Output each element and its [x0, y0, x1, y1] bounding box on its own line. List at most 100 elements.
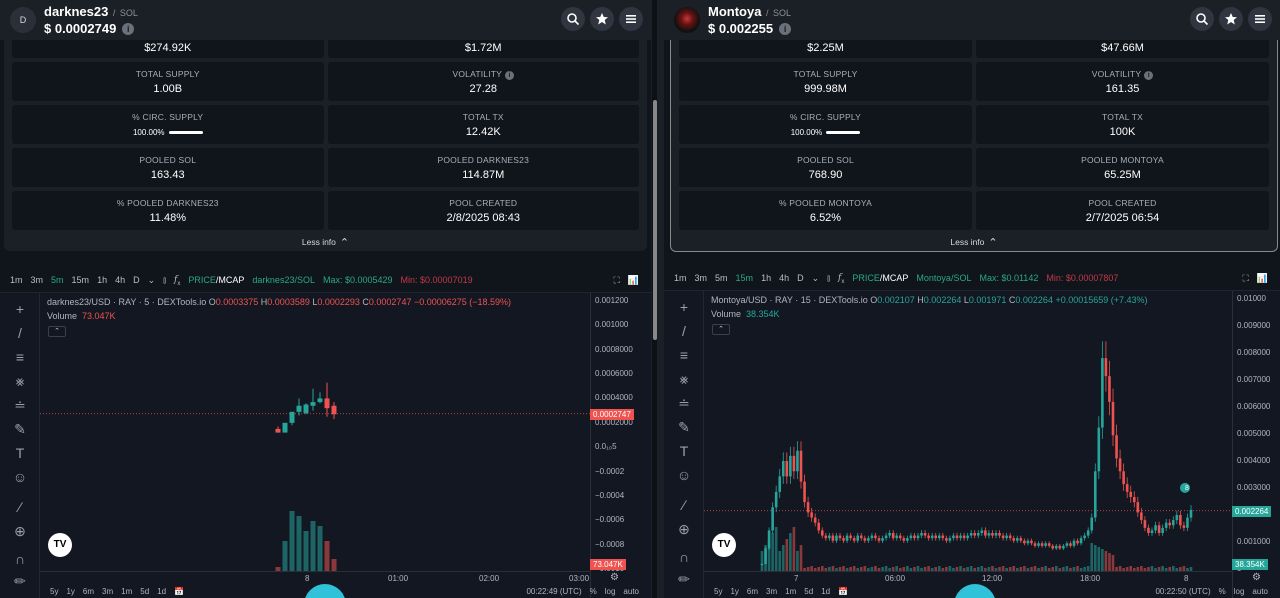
magnet-icon[interactable]: ∩ — [678, 549, 690, 565]
fullscreen-icon[interactable]: ⛶ — [1242, 272, 1249, 283]
brush-icon[interactable]: ✎ — [678, 419, 690, 435]
less-info-toggle[interactable]: Less info ⌃ — [671, 233, 1277, 251]
crosshair-icon[interactable]: + — [15, 301, 25, 317]
range-1d[interactable]: 1d — [821, 586, 831, 596]
interval-4h[interactable]: 4h — [115, 275, 126, 285]
axis-settings-icon[interactable]: ⚙ — [610, 572, 619, 583]
time-axis[interactable]: 7 06:00 12:00 18:00 8 — [704, 571, 1232, 585]
candle-type-icon[interactable]: ⫾ — [163, 274, 167, 285]
range-1y[interactable]: 1y — [730, 586, 739, 596]
info-icon[interactable]: i — [1144, 70, 1154, 80]
range-5y[interactable]: 5y — [714, 586, 723, 596]
ruler-icon[interactable]: ∕ — [682, 497, 686, 513]
range-5d[interactable]: 5d — [804, 586, 814, 596]
range-6m[interactable]: 6m — [82, 586, 95, 596]
swap-fab[interactable] — [954, 584, 996, 598]
chevron-down-icon[interactable]: ⌄ — [811, 272, 820, 283]
candle-type-icon[interactable]: ⫾ — [827, 272, 831, 283]
zoom-icon[interactable]: ⊕ — [14, 523, 26, 539]
info-icon[interactable]: i — [122, 22, 135, 35]
tradingview-logo[interactable]: TV — [712, 533, 736, 557]
time-axis[interactable]: 8 01:00 02:00 03:00 — [40, 571, 590, 585]
pair-toggle[interactable]: darknes23/SOL — [252, 275, 315, 285]
range-1m[interactable]: 1m — [121, 586, 133, 596]
favorite-button[interactable] — [1219, 7, 1243, 31]
range-3m[interactable]: 3m — [766, 586, 778, 596]
collapse-legend-button[interactable]: ⌃ — [48, 326, 66, 337]
pair-toggle[interactable]: Montoya/SOL — [916, 273, 972, 283]
interval-1h[interactable]: 1h — [761, 273, 772, 283]
calendar-icon[interactable]: 📅 — [174, 586, 185, 596]
interval-3m[interactable]: 3m — [694, 273, 708, 283]
price-mcap-toggle[interactable]: PRICE/MCAP — [852, 273, 908, 283]
range-5d[interactable]: 5d — [140, 586, 150, 596]
menu-button[interactable] — [619, 7, 643, 31]
trend-line-icon[interactable]: / — [18, 325, 22, 341]
interval-4h[interactable]: 4h — [779, 273, 790, 283]
interval-15m[interactable]: 15m — [735, 273, 754, 283]
info-icon[interactable]: i — [779, 22, 792, 35]
candles-plot[interactable] — [664, 291, 1280, 598]
menu-button[interactable] — [1248, 7, 1272, 31]
prediction-icon[interactable]: ≐ — [678, 395, 690, 411]
range-5y[interactable]: 5y — [50, 586, 59, 596]
interval-3m[interactable]: 3m — [30, 275, 44, 285]
range-1d[interactable]: 1d — [157, 586, 167, 596]
info-icon[interactable]: i — [505, 70, 515, 80]
interval-5m[interactable]: 5m — [51, 275, 64, 285]
emoji-icon[interactable]: ☺ — [12, 469, 28, 485]
interval-1m[interactable]: 1m — [10, 275, 23, 285]
pattern-icon[interactable]: ⨳ — [15, 373, 25, 389]
range-6m[interactable]: 6m — [746, 586, 759, 596]
lock-icon[interactable]: ✏ — [14, 573, 26, 589]
interval-D[interactable]: D — [797, 273, 804, 283]
search-button[interactable] — [1190, 7, 1214, 31]
axis-settings-icon[interactable]: ⚙ — [1252, 572, 1261, 583]
less-info-toggle[interactable]: Less info ⌃ — [4, 233, 647, 251]
collapse-legend-button[interactable]: ⌃ — [712, 324, 730, 335]
chart-settings-icon[interactable]: 📊 — [1256, 272, 1268, 283]
interval-1m[interactable]: 1m — [674, 273, 687, 283]
price-axis[interactable]: 0.001200 0.001000 0.0008000 0.0006000 0.0004… — [590, 293, 651, 598]
candles-plot[interactable] — [0, 293, 651, 598]
fib-icon[interactable]: ≡ — [679, 347, 689, 363]
token-name[interactable]: Montoya — [708, 3, 762, 19]
scale-percent[interactable]: % — [589, 586, 597, 596]
interval-15m[interactable]: 15m — [71, 275, 90, 285]
pattern-icon[interactable]: ⨳ — [679, 371, 689, 387]
text-icon[interactable]: T — [15, 445, 25, 461]
fib-icon[interactable]: ≡ — [15, 349, 25, 365]
magnet-icon[interactable]: ∩ — [14, 551, 26, 567]
price-mcap-toggle[interactable]: PRICE/MCAP — [188, 275, 244, 285]
scale-percent[interactable]: % — [1218, 586, 1226, 596]
tradingview-logo[interactable]: TV — [48, 533, 72, 557]
range-1m[interactable]: 1m — [785, 586, 797, 596]
swap-fab[interactable] — [304, 584, 346, 598]
token-name[interactable]: darknes23 — [44, 3, 109, 19]
chevron-down-icon[interactable]: ⌄ — [147, 274, 156, 285]
fullscreen-icon[interactable]: ⛶ — [613, 274, 620, 285]
scale-log[interactable]: log — [1233, 586, 1245, 596]
scale-auto[interactable]: auto — [623, 586, 639, 596]
indicators-icon[interactable]: fx — [174, 274, 181, 287]
text-icon[interactable]: T — [679, 443, 689, 459]
range-3m[interactable]: 3m — [102, 586, 114, 596]
search-button[interactable] — [561, 7, 585, 31]
scale-log[interactable]: log — [604, 586, 616, 596]
scale-auto[interactable]: auto — [1252, 586, 1268, 596]
prediction-icon[interactable]: ≐ — [14, 397, 26, 413]
trend-line-icon[interactable]: / — [682, 323, 686, 339]
zoom-icon[interactable]: ⊕ — [678, 521, 690, 537]
calendar-icon[interactable]: 📅 — [838, 586, 849, 596]
favorite-button[interactable] — [590, 7, 614, 31]
emoji-icon[interactable]: ☺ — [676, 467, 692, 483]
chart-settings-icon[interactable]: 📊 — [627, 274, 639, 285]
interval-1h[interactable]: 1h — [97, 275, 108, 285]
indicators-icon[interactable]: fx — [838, 272, 845, 285]
interval-5m[interactable]: 5m — [715, 273, 728, 283]
range-1y[interactable]: 1y — [66, 586, 75, 596]
lock-icon[interactable]: ✏ — [678, 571, 690, 587]
crosshair-icon[interactable]: + — [679, 299, 689, 315]
left-scrollbar-thumb[interactable] — [653, 100, 657, 340]
brush-icon[interactable]: ✎ — [14, 421, 26, 437]
